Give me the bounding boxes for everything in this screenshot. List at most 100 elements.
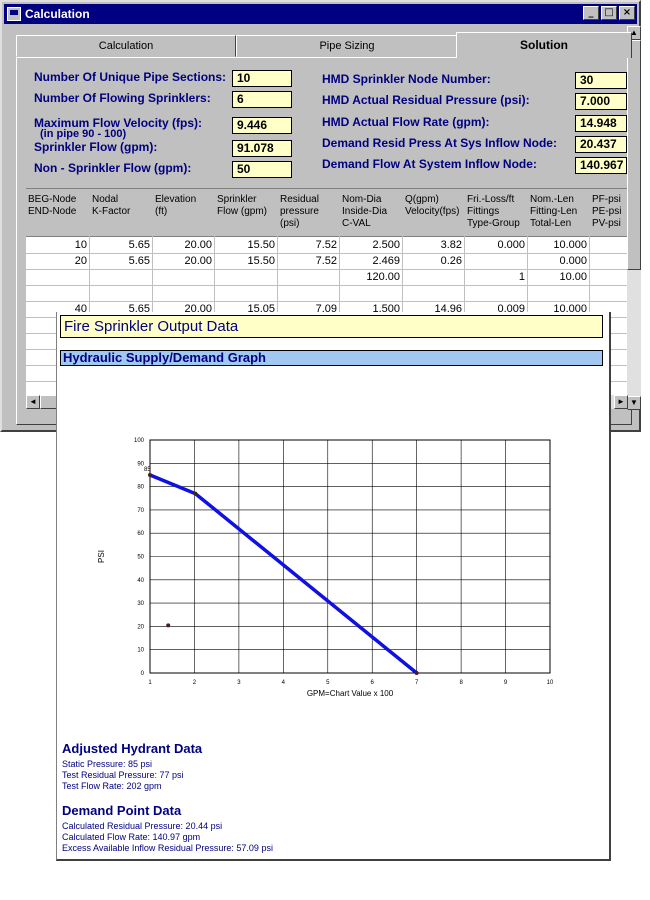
graph-title: Hydraulic Supply/Demand Graph bbox=[60, 350, 603, 366]
title-bar[interactable]: Calculation _ □ × bbox=[4, 4, 637, 24]
data-point bbox=[148, 472, 152, 477]
table-cell[interactable]: 15.50 bbox=[247, 239, 275, 251]
scroll-right-button[interactable]: ► bbox=[614, 395, 628, 409]
table-cell[interactable]: 2.469 bbox=[372, 255, 400, 267]
table-cell[interactable] bbox=[590, 253, 628, 269]
table-cell[interactable] bbox=[90, 269, 153, 285]
tab-strip: Calculation Pipe Sizing Solution bbox=[16, 32, 632, 58]
table-cell[interactable] bbox=[153, 285, 215, 301]
flowing-sprinklers-label: Number Of Flowing Sprinklers: bbox=[34, 91, 211, 105]
table-cell[interactable] bbox=[153, 269, 215, 285]
demand-flow-field[interactable]: 140.967 bbox=[575, 157, 627, 174]
report-title: Fire Sprinkler Output Data bbox=[60, 315, 603, 338]
table-cell[interactable]: 3.82 bbox=[440, 239, 462, 251]
column-header[interactable]: Q(gpm) Velocity(fps) bbox=[403, 189, 465, 237]
hmd-node-number-field[interactable]: 30 bbox=[575, 72, 627, 89]
table-cell[interactable]: 120.00 bbox=[366, 271, 400, 283]
minimize-button[interactable]: _ bbox=[583, 6, 599, 20]
table-cell[interactable] bbox=[26, 269, 90, 285]
table-cell[interactable]: 10.00 bbox=[559, 271, 587, 283]
y-tick-label: 80 bbox=[137, 485, 144, 491]
tab-pipe-sizing[interactable]: Pipe Sizing bbox=[236, 35, 458, 57]
table-cell[interactable]: 0.000 bbox=[559, 255, 587, 267]
hmd-flow-rate-label: HMD Actual Flow Rate (gpm): bbox=[322, 115, 490, 129]
max-flow-velocity-field[interactable]: 9.446 bbox=[232, 117, 292, 134]
column-header[interactable]: Residual pressure (psi) bbox=[278, 189, 340, 237]
table-cell[interactable] bbox=[90, 285, 153, 301]
table-cell[interactable]: 0.000 bbox=[497, 239, 525, 251]
hmd-residual-pressure-field[interactable]: 7.000 bbox=[575, 93, 627, 110]
x-tick-label: 10 bbox=[547, 680, 554, 686]
table-cell[interactable] bbox=[590, 285, 628, 301]
flowing-sprinklers-field[interactable]: 6 bbox=[232, 91, 292, 108]
scroll-down-button[interactable]: ▼ bbox=[627, 396, 641, 410]
test-residual-pressure-text: Test Residual Pressure: 77 psi bbox=[62, 770, 184, 780]
table-cell[interactable] bbox=[215, 285, 278, 301]
vertical-scrollbar[interactable]: ▲ ▼ bbox=[627, 26, 641, 410]
x-tick-label: 2 bbox=[193, 680, 197, 686]
column-header[interactable]: BEG-Node END-Node bbox=[26, 189, 90, 237]
column-header[interactable]: Nom-Dia Inside-Dia C-VAL bbox=[340, 189, 403, 237]
table-cell[interactable]: 15.50 bbox=[247, 255, 275, 267]
max-flow-velocity-sublabel: (in pipe 90 - 100) bbox=[40, 128, 127, 140]
column-header[interactable]: PF-psi PE-psi PV-psi bbox=[590, 189, 628, 237]
non-sprinkler-flow-field[interactable]: 50 bbox=[232, 161, 292, 178]
column-header[interactable]: Nom.-Len Fitting-Len Total-Len bbox=[528, 189, 590, 237]
unique-pipe-sections-field[interactable]: 10 bbox=[232, 70, 292, 87]
y-tick-label: 50 bbox=[137, 555, 144, 561]
row-divider bbox=[26, 285, 628, 286]
column-divider bbox=[90, 189, 153, 396]
table-cell[interactable]: 20.00 bbox=[184, 239, 212, 251]
sprinkler-flow-field[interactable]: 91.078 bbox=[232, 140, 292, 157]
table-cell[interactable] bbox=[465, 253, 528, 269]
x-tick-label: 1 bbox=[148, 680, 152, 686]
demand-resid-press-field[interactable]: 20.437 bbox=[575, 136, 627, 153]
table-cell[interactable] bbox=[528, 285, 590, 301]
data-point bbox=[414, 671, 419, 675]
y-tick-label: 90 bbox=[137, 461, 144, 467]
non-sprinkler-flow-label: Non - Sprinkler Flow (gpm): bbox=[34, 161, 192, 175]
table-cell[interactable]: 10.000 bbox=[553, 239, 587, 251]
table-cell[interactable] bbox=[590, 269, 628, 285]
column-header[interactable]: Elevation (ft) bbox=[153, 189, 215, 237]
table-cell[interactable]: 10 bbox=[74, 239, 87, 251]
table-cell[interactable] bbox=[26, 285, 90, 301]
table-cell[interactable] bbox=[278, 285, 340, 301]
table-cell[interactable]: 0.26 bbox=[440, 255, 462, 267]
table-cell[interactable]: 5.65 bbox=[128, 255, 150, 267]
max-flow-velocity-label: Maximum Flow Velocity (fps): bbox=[34, 116, 203, 130]
table-cell[interactable] bbox=[278, 269, 340, 285]
table-cell[interactable]: 20.00 bbox=[184, 255, 212, 267]
x-tick-label: 4 bbox=[282, 680, 286, 686]
scroll-left-button[interactable]: ◄ bbox=[26, 395, 40, 409]
table-cell[interactable] bbox=[340, 285, 403, 301]
table-cell[interactable] bbox=[403, 269, 465, 285]
table-cell[interactable]: 5.65 bbox=[128, 239, 150, 251]
window-title: Calculation bbox=[25, 7, 90, 21]
table-cell[interactable]: 7.52 bbox=[315, 255, 337, 267]
hmd-flow-rate-field[interactable]: 14.948 bbox=[575, 115, 627, 132]
x-tick-label: 6 bbox=[371, 680, 375, 686]
maximize-button[interactable]: □ bbox=[601, 6, 617, 20]
y-tick-label: 100 bbox=[134, 438, 145, 444]
table-cell[interactable] bbox=[590, 237, 628, 253]
unique-pipe-sections-label: Number Of Unique Pipe Sections: bbox=[34, 70, 227, 84]
close-button[interactable]: × bbox=[619, 6, 635, 20]
table-cell[interactable] bbox=[465, 285, 528, 301]
table-cell[interactable] bbox=[215, 269, 278, 285]
scroll-thumb[interactable] bbox=[627, 40, 641, 270]
column-divider bbox=[528, 189, 590, 396]
row-divider bbox=[26, 253, 628, 254]
table-cell[interactable]: 1 bbox=[518, 271, 525, 283]
table-cell[interactable]: 20 bbox=[74, 255, 87, 267]
table-cell[interactable]: 2.500 bbox=[372, 239, 400, 251]
tab-calculation[interactable]: Calculation bbox=[16, 35, 236, 57]
supply-demand-chart: 0 10 20 30 40 50 60 70 80 90 100 1 2 3 4 5 6 7 8 9 10 GPM=Cha… bbox=[97, 438, 554, 698]
table-cell[interactable]: 7.52 bbox=[315, 239, 337, 251]
column-header[interactable]: Nodal K-Factor bbox=[90, 189, 153, 237]
tab-solution[interactable]: Solution bbox=[456, 32, 632, 58]
y-tick-label: 0 bbox=[141, 671, 145, 677]
column-header[interactable]: Sprinkler Flow (gpm) bbox=[215, 189, 278, 237]
adjusted-hydrant-title: Adjusted Hydrant Data bbox=[62, 741, 203, 756]
table-cell[interactable] bbox=[403, 285, 465, 301]
